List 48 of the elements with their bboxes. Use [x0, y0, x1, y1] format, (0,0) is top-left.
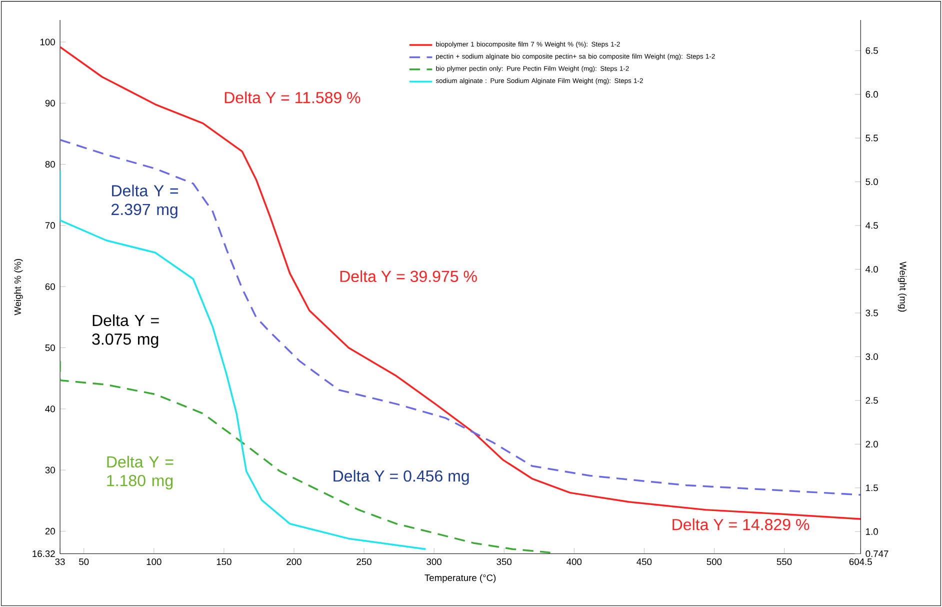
y-tick-label: 100	[40, 38, 55, 46]
annotation: Delta Y = 11.589 %	[224, 91, 360, 104]
annotation: Delta Y = 0.456 mg	[334, 470, 469, 485]
y2-tick-label: 3.5	[866, 310, 878, 316]
y2-tick-label: 1.0	[866, 528, 878, 535]
x-tick-label: 50	[79, 558, 89, 565]
x-tick-label: 200	[286, 558, 302, 565]
annotation: Delta Y = 14.829 %	[672, 518, 810, 530]
y2-tick-label: 0.747	[866, 550, 888, 557]
x-axis-title: Temperature (°C)	[424, 574, 496, 583]
x-tick-label: 33	[55, 558, 65, 565]
y2-tick-label: 6.5	[866, 47, 878, 54]
y2-tick-label: 4.5	[866, 222, 878, 229]
annotation: Delta Y = 1.180 mg	[107, 456, 174, 490]
y2-tick-label: 4.0	[866, 266, 878, 272]
y-tick-label: 40	[45, 406, 55, 412]
line-series	[60, 360, 552, 554]
y2-tick-label: 2.5	[866, 397, 878, 404]
x-tick-label: 350	[496, 558, 512, 565]
y-tick-label: 90	[45, 100, 55, 106]
y-tick-label: 50	[45, 344, 55, 352]
x-tick-label: 550	[776, 558, 792, 565]
x-tick-label: 604.5	[849, 558, 872, 565]
x-tick-label: 300	[426, 558, 442, 565]
y2-tick-label: 2.0	[866, 440, 878, 448]
x-tick-label: 450	[636, 558, 652, 565]
y-tick-label: 60	[45, 283, 55, 290]
line-series	[60, 138, 861, 496]
y-tick-label: 80	[45, 160, 55, 168]
x-tick-label: 100	[146, 558, 162, 565]
x-tick-label: 500	[706, 558, 722, 565]
y2-tick-label: 6.0	[866, 91, 878, 98]
x-tick-label: 150	[216, 558, 232, 565]
annotation: Delta Y = 2.397 mg	[112, 184, 178, 218]
y-axis-title: Weight % (%)	[14, 258, 23, 316]
y-tick-label: 16.32	[32, 550, 55, 557]
y-tick-label: 70	[45, 222, 55, 229]
y-tick-label: 30	[45, 466, 55, 474]
annotation: Delta Y = 39.975 %	[340, 270, 477, 282]
y-tick-label: 20	[45, 528, 55, 534]
x-tick-label: 400	[566, 558, 582, 565]
y2-axis-title: Weight (mg)	[898, 262, 907, 312]
annotation: Delta Y = 3.075 mg	[92, 314, 159, 348]
y2-tick-label: 3.0	[866, 353, 878, 360]
y2-tick-label: 5.5	[866, 134, 878, 142]
x-tick-label: 250	[356, 558, 372, 565]
y2-tick-label: 5.0	[866, 178, 878, 186]
y2-tick-label: 1.5	[866, 484, 878, 492]
